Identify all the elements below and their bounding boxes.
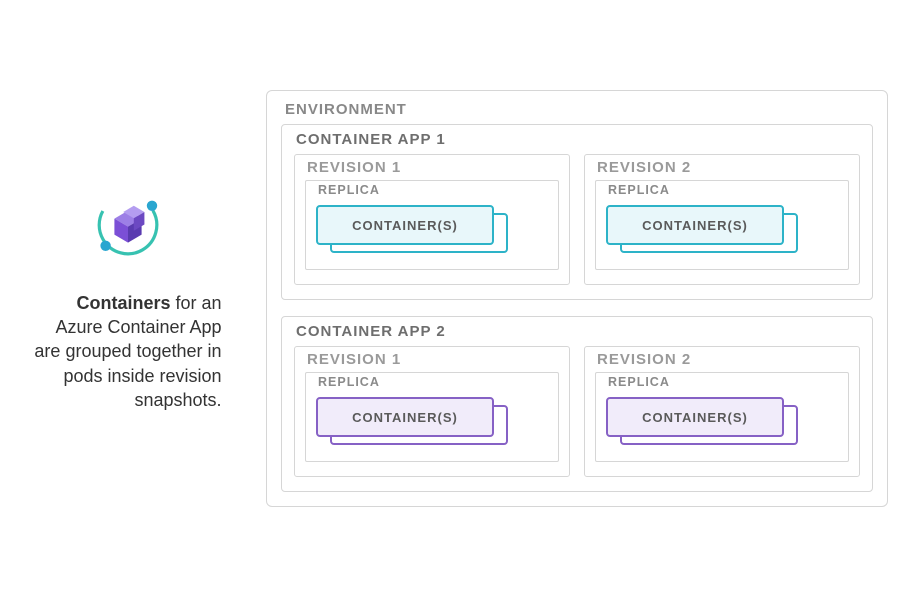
container-card-front: CONTAINER(S) xyxy=(316,397,494,437)
app2-rev2-replica-label: REPLICA xyxy=(606,375,838,397)
app1-rev1-replica-label: REPLICA xyxy=(316,183,548,205)
app2-rev2-replica-box: REPLICA CONTAINER(S) xyxy=(595,372,849,462)
app2-revision2-box: REVISION 2 REPLICA CONTAINER(S) xyxy=(584,346,860,477)
app1-revision1-label: REVISION 1 xyxy=(305,159,559,180)
app1-rev2-replica-box: REPLICA CONTAINER(S) xyxy=(595,180,849,270)
app2-revision1-label: REVISION 1 xyxy=(305,351,559,372)
azure-container-apps-icon xyxy=(88,185,168,265)
container-app-1-label: CONTAINER APP 1 xyxy=(294,131,860,154)
container-app-1-box: CONTAINER APP 1 REVISION 1 REPLICA CONTA… xyxy=(281,124,873,300)
description-line5: snapshots. xyxy=(135,390,222,410)
app1-revision2-box: REVISION 2 REPLICA CONTAINER(S) xyxy=(584,154,860,285)
container-app-2-label: CONTAINER APP 2 xyxy=(294,323,860,346)
app2-rev1-replica-label: REPLICA xyxy=(316,375,548,397)
environment-label: ENVIRONMENT xyxy=(281,99,873,124)
app1-revision1-box: REVISION 1 REPLICA CONTAINER(S) xyxy=(294,154,570,285)
app2-rev1-replica-box: REPLICA CONTAINER(S) xyxy=(305,372,559,462)
container-card-front: CONTAINER(S) xyxy=(316,205,494,245)
container-card-front: CONTAINER(S) xyxy=(606,205,784,245)
container-card-front: CONTAINER(S) xyxy=(606,397,784,437)
architecture-diagram: ENVIRONMENT CONTAINER APP 1 REVISION 1 R… xyxy=(266,90,888,507)
description-text: Containers for an Azure Container App ar… xyxy=(34,291,221,412)
app1-rev1-replica-box: REPLICA CONTAINER(S) xyxy=(305,180,559,270)
container-app-2-box: CONTAINER APP 2 REVISION 1 REPLICA CONTA… xyxy=(281,316,873,492)
description-bold: Containers xyxy=(77,293,171,313)
app1-rev2-replica-label: REPLICA xyxy=(606,183,838,205)
description-line3: are grouped together in xyxy=(34,341,221,361)
description-line4: pods inside revision xyxy=(63,366,221,386)
app2-revision1-box: REVISION 1 REPLICA CONTAINER(S) xyxy=(294,346,570,477)
environment-box: ENVIRONMENT CONTAINER APP 1 REVISION 1 R… xyxy=(266,90,888,507)
app2-revision2-label: REVISION 2 xyxy=(595,351,849,372)
description-line2: Azure Container App xyxy=(55,317,221,337)
description-rest1: for an xyxy=(171,293,222,313)
app1-revision2-label: REVISION 2 xyxy=(595,159,849,180)
